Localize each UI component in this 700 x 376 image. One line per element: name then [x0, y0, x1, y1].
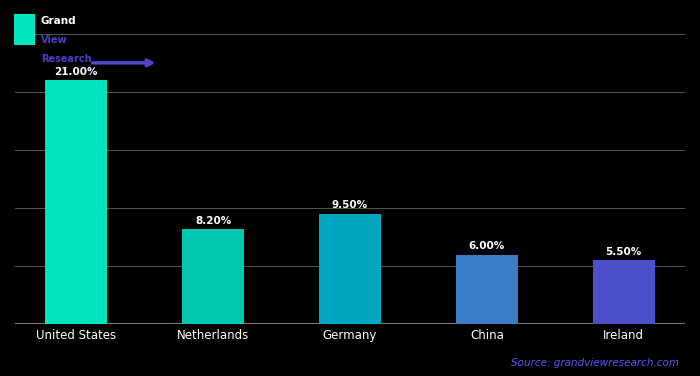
Bar: [319, 214, 381, 324]
Text: Source: grandviewresearch.com: Source: grandviewresearch.com: [511, 358, 679, 368]
Bar: [593, 261, 654, 324]
Text: 6.00%: 6.00%: [469, 241, 505, 251]
Bar: [182, 229, 244, 324]
Text: View: View: [41, 35, 67, 45]
FancyBboxPatch shape: [14, 14, 35, 45]
Bar: [456, 255, 518, 324]
Text: 21.00%: 21.00%: [55, 67, 98, 77]
Text: 8.20%: 8.20%: [195, 215, 231, 226]
Bar: [46, 80, 107, 324]
Text: Research: Research: [41, 54, 92, 64]
Text: Grand: Grand: [41, 16, 76, 26]
Text: 9.50%: 9.50%: [332, 200, 368, 211]
Text: 5.50%: 5.50%: [606, 247, 642, 257]
